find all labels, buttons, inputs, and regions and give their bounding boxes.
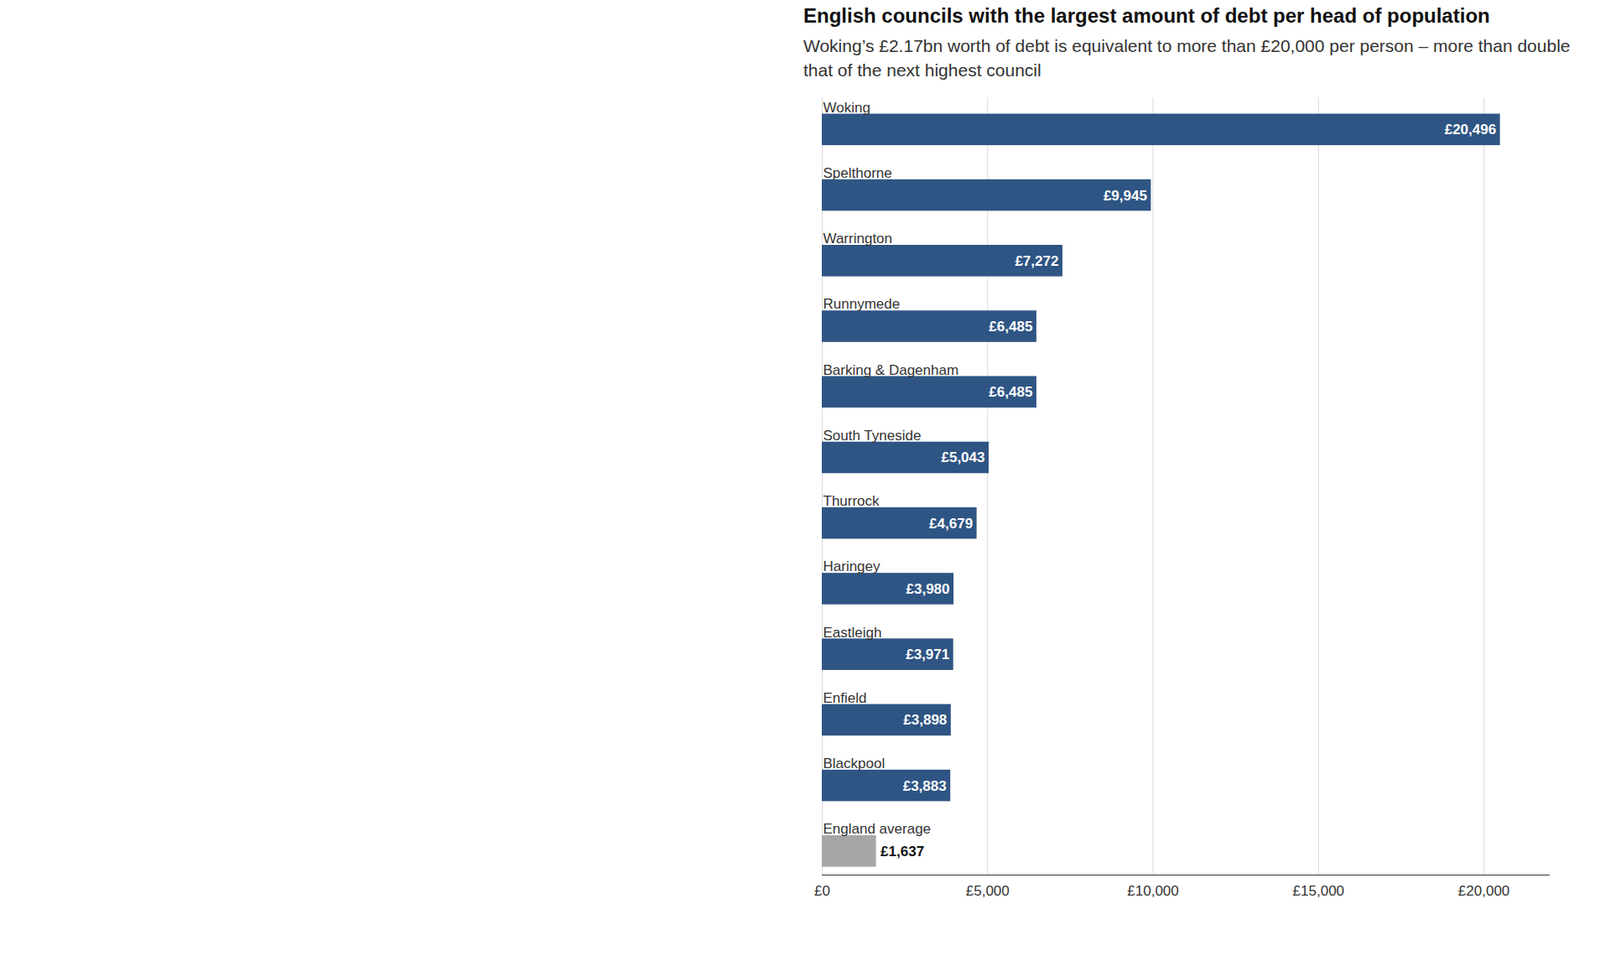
svg-text:£5,043: £5,043 xyxy=(940,449,985,466)
svg-text:£3,971: £3,971 xyxy=(905,646,950,663)
svg-text:Enfield: Enfield xyxy=(823,690,868,707)
svg-text:£4,679: £4,679 xyxy=(929,515,973,532)
svg-text:£9,945: £9,945 xyxy=(1103,187,1148,203)
svg-text:Spelthorne: Spelthorne xyxy=(823,165,893,182)
svg-text:£10,000: £10,000 xyxy=(1127,883,1179,899)
html-text:Woking’s £2.17bn worth of debt: Woking’s £2.17bn worth of debt is equiva… xyxy=(803,36,1571,80)
svg-text:£3,898: £3,898 xyxy=(903,711,947,728)
svg-text:Haringey: Haringey xyxy=(823,558,882,575)
svg-text:England average: England average xyxy=(823,820,932,837)
svg-text:South Tyneside: South Tyneside xyxy=(823,427,922,444)
svg-text:Eastleigh: Eastleigh xyxy=(823,623,883,640)
svg-text:£1,637: £1,637 xyxy=(880,843,925,860)
svg-text:Warrington: Warrington xyxy=(823,230,894,247)
svg-text:Woking: Woking xyxy=(823,99,871,116)
svg-text:Barking & Dagenham: Barking & Dagenham xyxy=(823,362,960,379)
svg-text:£0: £0 xyxy=(814,883,831,899)
svg-text:£3,980: £3,980 xyxy=(906,581,951,598)
svg-text:£20,496: £20,496 xyxy=(1444,121,1497,138)
svg-text:£6,485: £6,485 xyxy=(988,384,1033,400)
svg-text:£20,000: £20,000 xyxy=(1458,883,1510,899)
svg-text:£3,883: £3,883 xyxy=(903,778,947,795)
svg-text:£7,272: £7,272 xyxy=(1014,253,1059,270)
svg-text:£15,000: £15,000 xyxy=(1293,883,1345,899)
svg-text:Thurrock: Thurrock xyxy=(823,493,881,510)
svg-text:Blackpool: Blackpool xyxy=(823,755,886,772)
svg-text:£6,485: £6,485 xyxy=(988,318,1033,335)
svg-text:£5,000: £5,000 xyxy=(966,883,1010,899)
svg-text:Runnymede: Runnymede xyxy=(823,296,901,312)
html-text:English councils with the larg: English councils with the largest amount… xyxy=(803,4,1490,27)
